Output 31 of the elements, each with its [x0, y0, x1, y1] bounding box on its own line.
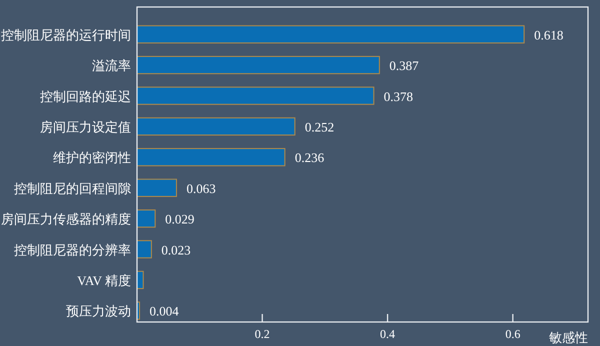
data-label: 0.029: [165, 212, 194, 227]
data-label: 0.004: [150, 304, 180, 319]
bar: [136, 178, 177, 197]
bar: [136, 209, 156, 228]
x-tick-label: 0.4: [380, 327, 396, 341]
y-tick-label: VAV 精度: [77, 272, 131, 288]
y-tick-label: 维护的密闭性: [53, 150, 131, 166]
data-label: 0.023: [161, 242, 191, 258]
data-label: 0.387: [389, 58, 420, 74]
y-tick-label: 控制阻尼器的分辨率: [14, 242, 131, 258]
bar: [136, 240, 152, 258]
y-tick-label: 房间压力设定值: [40, 119, 131, 134]
data-label: 0.063: [186, 180, 216, 196]
data-label: 0.252: [304, 119, 334, 134]
x-tick-label: 0.6: [505, 327, 520, 341]
data-label: 0.378: [384, 88, 414, 104]
y-tick-label: 控制回路的延迟: [40, 88, 131, 104]
y-tick-label: 房间压力传感器的精度: [1, 212, 131, 227]
y-tick-label: 预压力波动: [66, 304, 131, 319]
bar: [136, 148, 286, 166]
data-label: 0.236: [294, 150, 325, 166]
bar: [136, 86, 374, 105]
bar: [136, 56, 380, 74]
y-tick-label: 控制阻尼器的运行时间: [1, 27, 131, 42]
data-label: 0.618: [534, 27, 564, 42]
y-tick-label: 溢流率: [92, 58, 131, 74]
x-tick-label: 0.2: [254, 327, 270, 341]
bar: [136, 117, 296, 136]
x-axis-title: 敏感性: [549, 330, 588, 345]
y-tick-label: 控制阻尼的回程间隙: [14, 180, 131, 196]
bar: [136, 25, 525, 44]
